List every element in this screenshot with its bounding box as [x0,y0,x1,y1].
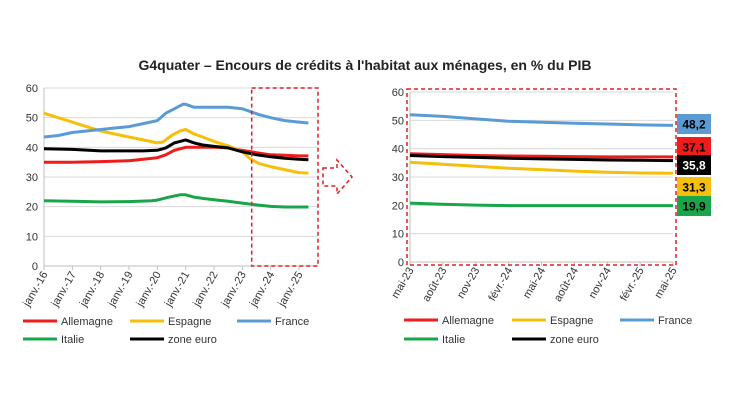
y-tick-label: 40 [392,144,404,156]
end-value-badge [677,177,711,197]
highlight-box [406,88,677,266]
x-tick-label: août-23 [420,266,449,304]
legend-label: Allemagne [61,316,113,328]
legend: Allemagne Espagne France Italie zone euro [23,316,309,346]
chart-1: 0102030405060janv.-16janv.-17janv.-18jan… [21,83,319,310]
y-tick-label: 40 [26,142,38,154]
y-tick-label: 20 [392,200,404,212]
x-tick-label: mai-24 [521,266,548,301]
x-tick-label: mai-25 [652,266,679,301]
series-line-allemagne [44,145,309,164]
end-value-badge [677,155,711,175]
legend-label: Espagne [168,316,211,328]
series-line-espagne [409,160,674,175]
x-tick-label: août-24 [552,266,581,304]
x-tick-label: janv.-17 [49,270,79,310]
x-tick-label: janv.-22 [191,270,221,310]
x-tick-label: janv.-24 [247,270,277,310]
x-tick-label: nov-24 [587,266,614,301]
end-value-label: 31,3 [682,181,706,195]
end-value-badge [677,114,711,134]
legend: Allemagne Espagne France Italie zone euro [404,315,692,346]
series-line-italie [43,193,309,209]
y-tick-label: 20 [26,202,38,214]
legend-label: Espagne [550,315,593,327]
y-tick-label: 50 [392,115,404,127]
x-tick-label: janv.-19 [106,270,136,310]
legend-label: Italie [61,334,84,346]
chart-2: 0 10 20 30 40 50 60 mai-23 août-23 nov-23 févr.-24… [389,87,711,304]
x-tick-label: févr.-24 [486,266,515,304]
y-tick-label: 10 [392,229,404,241]
zoom-arrow [322,158,354,196]
series-line-france [43,102,309,139]
series-line-zone-euro [409,154,674,163]
x-tick-label: janv.-20 [134,270,164,310]
x-tick-label: janv.-21 [162,270,192,310]
y-tick-label: 50 [26,113,38,125]
legend-label: zone euro [168,334,217,346]
x-tick-label: janv.-23 [219,270,249,310]
x-tick-label: mai-23 [389,266,416,301]
y-tick-label: 0 [32,261,38,273]
end-value-badge [677,137,711,157]
legend-label: Allemagne [442,315,494,327]
y-tick-label: 10 [26,231,38,243]
legend-label: Italie [442,334,465,346]
series-line-france [409,113,674,127]
series-line-italie [409,201,673,208]
x-tick-label: janv.-18 [77,270,107,310]
y-tick-label: 30 [26,172,38,184]
end-value-label: 19,9 [682,200,706,214]
x-tick-label: janv.-16 [21,270,51,310]
end-value-label: 37,1 [682,141,706,155]
series-line-zone-euro [43,138,309,162]
chart-title: G4quater – Encours de crédits à l'habita… [138,57,592,73]
legend-label: France [275,316,309,328]
highlight-box [250,87,319,267]
x-tick-label: janv.-25 [276,270,306,310]
end-value-label: 48,2 [682,118,706,132]
y-tick-label: 60 [26,83,38,95]
legend-label: France [658,315,692,327]
y-tick-label: 30 [392,172,404,184]
legend-label: zone euro [550,334,599,346]
end-value-label: 35,8 [682,159,706,173]
x-tick-label: nov-23 [455,266,482,301]
y-tick-label: 0 [398,257,404,269]
y-tick-label: 60 [392,87,404,99]
series-line-allemagne [409,152,673,159]
end-value-badge [677,196,711,216]
x-tick-label: févr.-25 [618,266,647,304]
